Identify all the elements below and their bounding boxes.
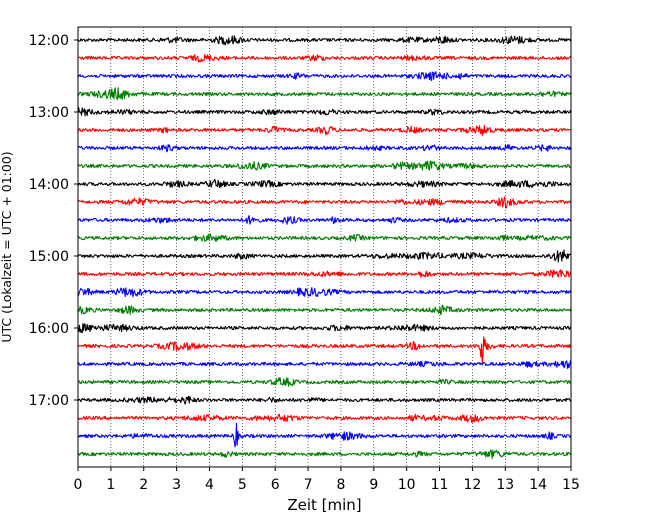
- x-tick-label-2: 2: [139, 477, 148, 493]
- trace-1745: [77, 449, 572, 460]
- x-tick-label-15: 15: [562, 477, 580, 493]
- x-tick-label-11: 11: [431, 477, 449, 493]
- x-tick-label-4: 4: [205, 477, 214, 493]
- x-tick-label-10: 10: [398, 477, 416, 493]
- trace-1645: [77, 377, 572, 387]
- trace-1600: [77, 323, 572, 334]
- trace-1215: [77, 53, 572, 63]
- trace-1200: [77, 35, 572, 46]
- x-tick-label-9: 9: [369, 477, 378, 493]
- trace-1500: [77, 249, 572, 263]
- y-axis-label: UTC (Lokalzeit = UTC + 01:00): [0, 151, 14, 342]
- y-tick-label-15:00: 15:00: [29, 249, 69, 265]
- x-tick-label-12: 12: [463, 477, 481, 493]
- trace-1615: [77, 336, 572, 364]
- trace-1415: [77, 196, 572, 209]
- x-axis-ticks: 0 1 2 3 4 5 6 7 8 9 10 11 12 13 14 15: [74, 467, 580, 493]
- trace-1330: [77, 144, 572, 153]
- trace-1715: [77, 413, 572, 423]
- traces: [77, 35, 572, 460]
- x-tick-label-8: 8: [336, 477, 345, 493]
- trace-1300: [77, 107, 572, 117]
- y-tick-label-13:00: 13:00: [29, 105, 69, 121]
- trace-1230: [77, 71, 572, 82]
- trace-1515: [77, 269, 572, 279]
- x-tick-label-14: 14: [529, 477, 547, 493]
- x-tick-label-13: 13: [496, 477, 514, 493]
- x-tick-label-6: 6: [271, 477, 280, 493]
- x-tick-label-3: 3: [172, 477, 181, 493]
- trace-1730: [77, 422, 572, 448]
- x-tick-label-5: 5: [238, 477, 247, 493]
- y-tick-label-14:00: 14:00: [29, 177, 69, 193]
- trace-1700: [77, 395, 572, 405]
- trace-1400: [77, 178, 572, 188]
- x-axis-label: Zeit [min]: [287, 496, 361, 514]
- trace-1315: [77, 124, 572, 137]
- trace-1345: [77, 160, 572, 171]
- y-axis-ticks: 12:00 13:00 14:00 15:00 16:00 17:00: [29, 33, 78, 409]
- y-tick-label-16:00: 16:00: [29, 321, 69, 337]
- x-tick-label-7: 7: [304, 477, 313, 493]
- x-tick-label-0: 0: [74, 477, 83, 493]
- trace-1430: [77, 215, 572, 225]
- trace-1545: [77, 304, 572, 316]
- trace-1245: [77, 87, 572, 101]
- x-tick-label-1: 1: [106, 477, 115, 493]
- trace-1445: [77, 233, 572, 242]
- trace-1530: [77, 287, 572, 298]
- plot-frame: [77, 26, 572, 468]
- grid-lines: [110, 27, 539, 467]
- trace-1630: [77, 360, 572, 369]
- y-tick-label-17:00: 17:00: [29, 393, 69, 409]
- y-tick-label-12:00: 12:00: [29, 33, 69, 49]
